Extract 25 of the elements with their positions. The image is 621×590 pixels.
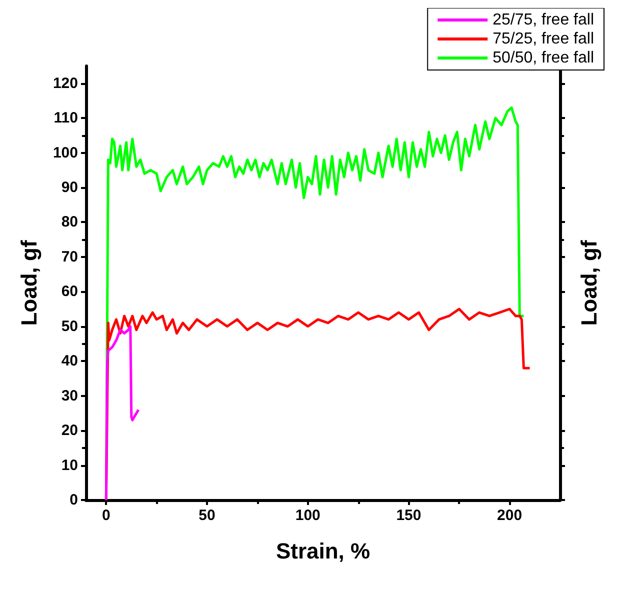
y-tick-label: 40 bbox=[61, 352, 78, 370]
x-tick-label: 100 bbox=[295, 507, 320, 524]
x-axis-title: Strain, % bbox=[276, 538, 370, 564]
x-tick-label: 200 bbox=[497, 507, 522, 524]
y-tick-label: 120 bbox=[52, 74, 78, 92]
x-tick-label: 50 bbox=[198, 507, 216, 524]
line-series bbox=[104, 325, 140, 502]
y-tick-label: 90 bbox=[61, 179, 78, 196]
y-tick-label: 10 bbox=[61, 456, 78, 474]
legend-label: 25/75, free fall bbox=[492, 12, 594, 28]
y-tick-label: 80 bbox=[61, 214, 78, 231]
y-tick-label: 60 bbox=[61, 283, 78, 300]
legend-label: 50/50, free fall bbox=[492, 50, 594, 66]
x-tick-label: 0 bbox=[102, 507, 110, 524]
y-tick-label: 50 bbox=[61, 318, 78, 335]
x-tick-label: 150 bbox=[396, 507, 422, 524]
legend-label: 75/25, free fall bbox=[492, 30, 594, 48]
y-tick-label: 0 bbox=[70, 492, 78, 508]
y-tick-label: 110 bbox=[54, 110, 78, 127]
y-tick-label: 20 bbox=[61, 422, 78, 440]
y-axis-title: Load, gf bbox=[16, 240, 42, 326]
y2-axis-title: Load, gf bbox=[576, 240, 602, 326]
y-tick-label: 30 bbox=[61, 387, 78, 404]
y-tick-label: 70 bbox=[61, 248, 78, 266]
y-tick-label: 100 bbox=[52, 144, 78, 162]
